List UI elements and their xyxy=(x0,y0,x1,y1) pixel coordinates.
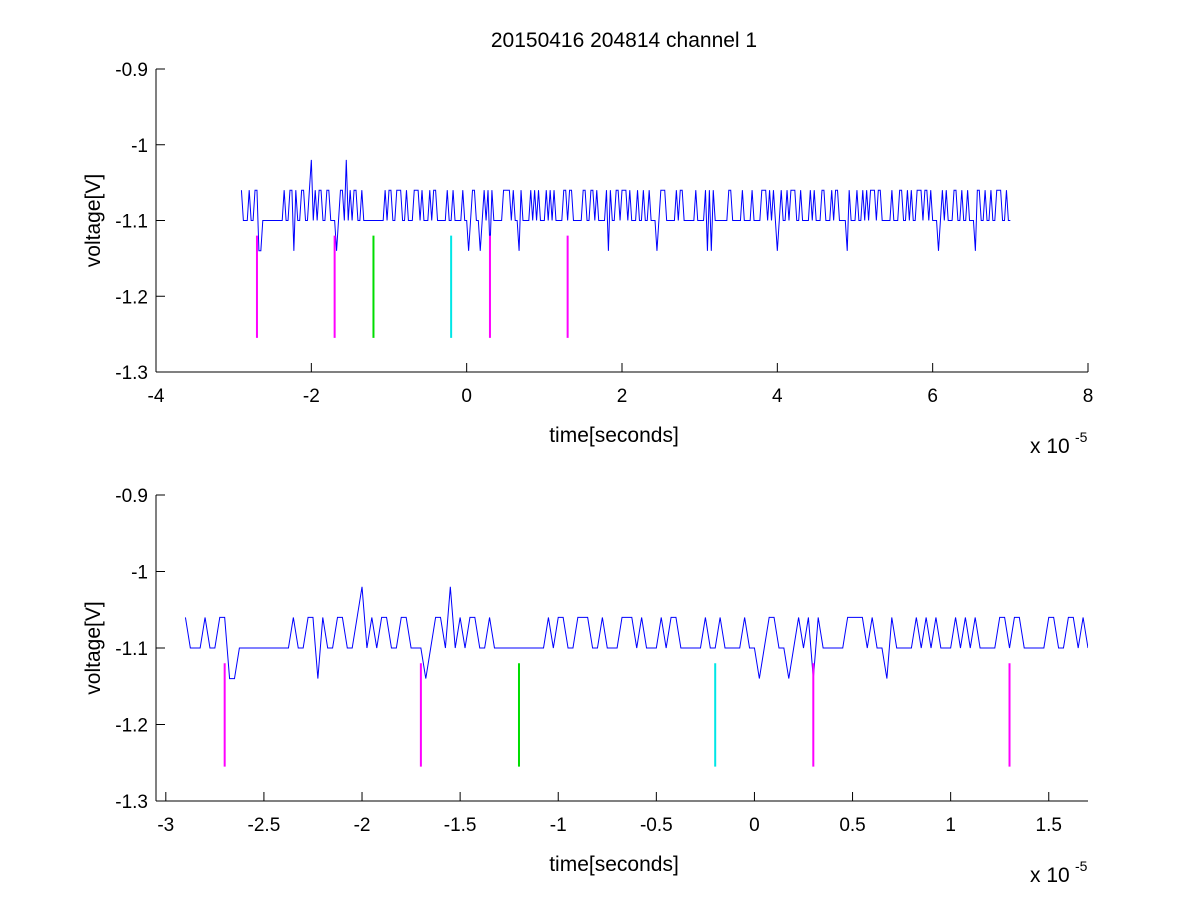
y-axis-label: voltage[V] xyxy=(82,601,105,694)
x-tick-label: -0.5 xyxy=(640,815,673,836)
figure-title: 20150416 204814 channel 1 xyxy=(491,29,757,52)
y-tick-label: -0.9 xyxy=(115,486,148,507)
top-plot: -4 -2 0 2 4 6 8 -0.9 -1 -1.1 -1.2 -1.3 time[seconds]… xyxy=(82,60,1093,458)
y-tick-label: -1 xyxy=(131,563,148,584)
y-tick-label: -1.3 xyxy=(115,363,148,384)
x-tick-label: -3 xyxy=(157,815,174,836)
x-axis-label: time[seconds] xyxy=(549,424,679,447)
x-tick-label: -4 xyxy=(148,386,165,407)
y-axis-label: voltage[V] xyxy=(82,174,105,267)
y-tick-label: -1.2 xyxy=(115,716,148,737)
x-tick-label: 8 xyxy=(1083,386,1094,407)
x-tick-label: -2 xyxy=(303,386,320,407)
x-tick-label: 0 xyxy=(749,815,760,836)
x-tick-label: 1 xyxy=(945,815,956,836)
x-tick-label: 4 xyxy=(772,386,783,407)
y-tick-label: -0.9 xyxy=(115,60,148,81)
y-tick-label: -1.2 xyxy=(115,287,148,308)
x-scale-exponent: -5 xyxy=(1075,429,1088,445)
y-tick-label: -1.1 xyxy=(115,212,148,233)
x-tick-label: 6 xyxy=(927,386,938,407)
voltage-trace xyxy=(184,586,1088,680)
x-scale-multiplier: x 10 xyxy=(1030,435,1070,458)
y-tick-label: -1.1 xyxy=(115,639,148,660)
y-tick-label: -1.3 xyxy=(115,792,148,813)
voltage-trace xyxy=(240,159,1011,252)
y-tick-label: -1 xyxy=(131,136,148,157)
x-axis-label: time[seconds] xyxy=(549,853,679,876)
x-tick-label: -2.5 xyxy=(248,815,281,836)
bottom-plot: -3 -2.5 -2 -1.5 -1 -0.5 0 0.5 1 1.5 -0.9 -1 -1.1 -1.2… xyxy=(82,486,1088,887)
x-tick-label: 2 xyxy=(617,386,628,407)
x-scale-multiplier: x 10 xyxy=(1030,864,1070,887)
x-tick-label: 0 xyxy=(461,386,472,407)
x-tick-label: -1 xyxy=(550,815,567,836)
x-tick-label: 1.5 xyxy=(1036,815,1062,836)
x-tick-label: -2 xyxy=(354,815,371,836)
x-tick-label: 0.5 xyxy=(839,815,865,836)
x-tick-label: -1.5 xyxy=(444,815,477,836)
x-scale-exponent: -5 xyxy=(1075,858,1088,874)
